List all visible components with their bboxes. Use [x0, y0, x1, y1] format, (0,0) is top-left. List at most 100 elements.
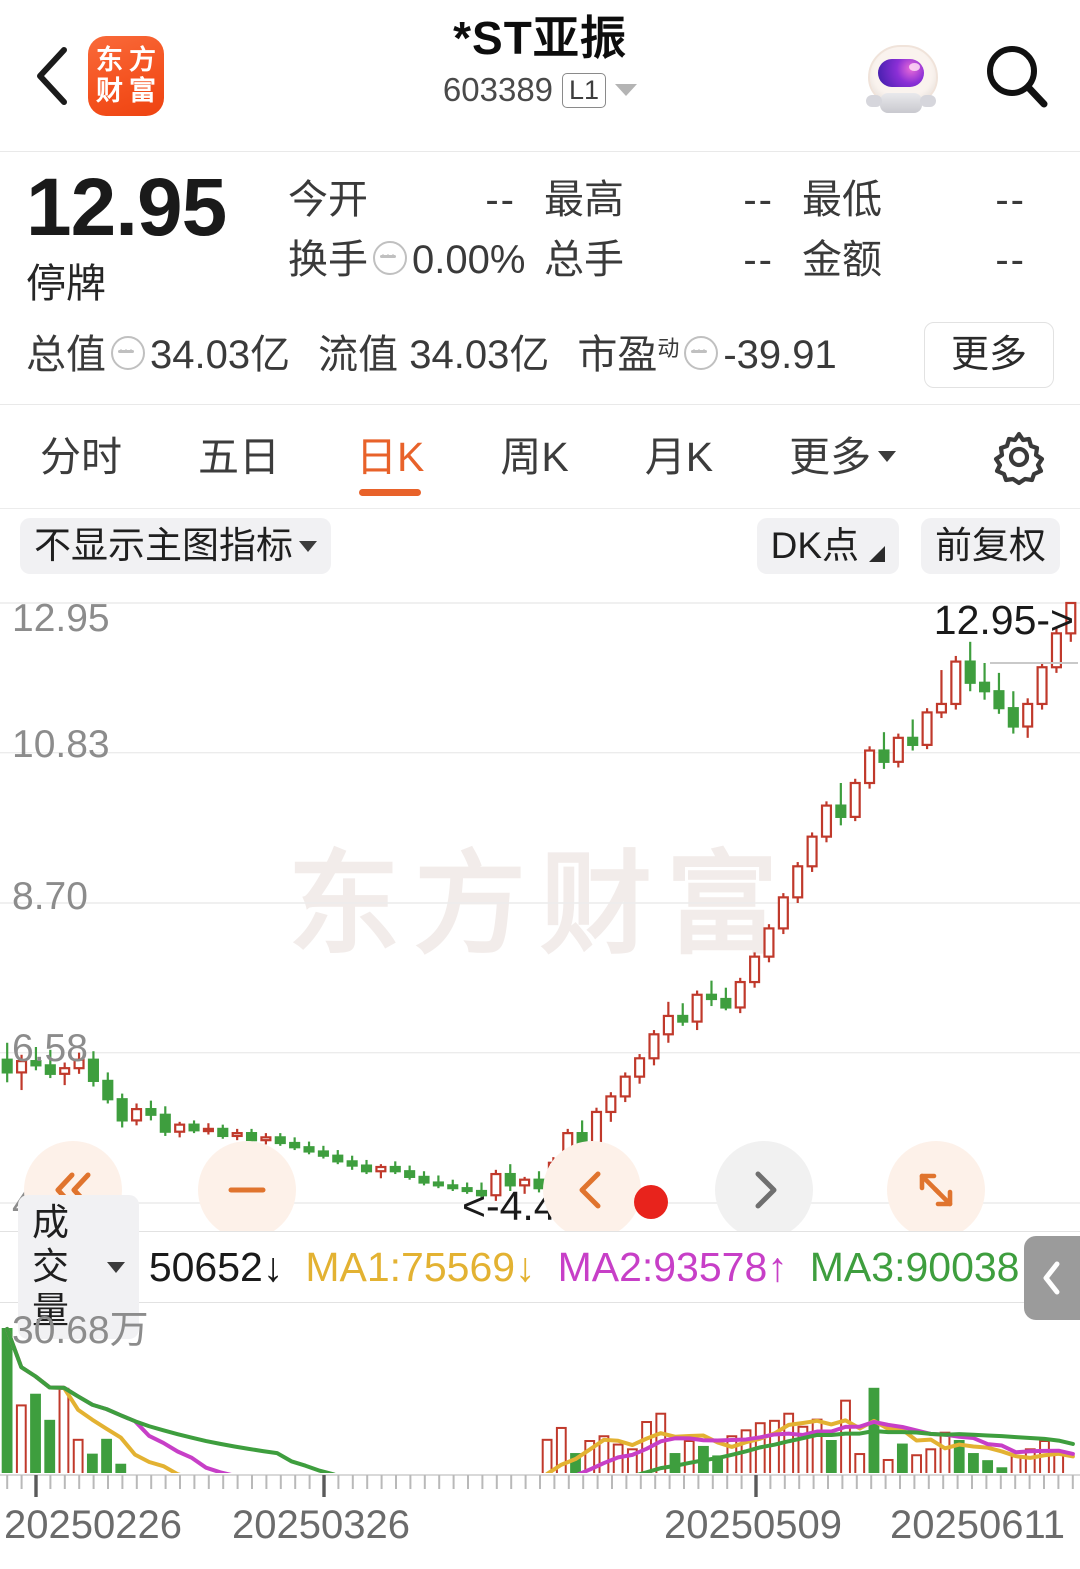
gear-icon: [993, 431, 1045, 485]
quote-field-amount: 金额 --: [802, 232, 1054, 288]
quote-field-low: 最低 --: [802, 172, 1054, 228]
y-axis-label: 6.58: [12, 1027, 88, 1070]
volume-ma3-value: MA3:90038↓: [809, 1244, 1040, 1290]
caret-down-icon: [878, 451, 897, 462]
chart-period-tabs: 分时 五日 日K 周K 月K 更多: [0, 405, 1080, 509]
volume-value: 50652↓: [148, 1244, 284, 1290]
chevron-right-icon: [755, 1171, 777, 1209]
price-adjust-label: 前复权: [935, 525, 1046, 566]
dk-point-label: DK点: [770, 525, 859, 566]
volume-legend-bar: 成交量 50652↓ MA1:75569↓ MA2:93578↑ MA3:900…: [0, 1195, 1080, 1339]
quote-value: --: [743, 238, 774, 282]
expand-arrows-icon: [919, 1173, 953, 1207]
quote-panel: 12.95 停牌 今开 -- 最高 -- 最低 --: [0, 152, 1080, 405]
side-panel-toggle[interactable]: [1024, 1236, 1080, 1320]
quote-label: 换手: [288, 238, 368, 282]
tab-label: 月K: [644, 433, 714, 480]
y-axis-label: 12.95: [12, 597, 110, 640]
quote-row-1: 今开 -- 最高 -- 最低 --: [288, 172, 1054, 228]
scroll-left-button[interactable]: [543, 1141, 641, 1231]
quote-label: 最高: [544, 178, 624, 222]
quote-label: 金额: [802, 238, 882, 282]
quote-value: 34.03亿: [150, 333, 291, 377]
quote-value: 34.03亿: [409, 333, 550, 377]
volume-indicator-selector[interactable]: 成交量: [18, 1195, 139, 1339]
chart-toolbar: 不显示主图指标 DK点 前复权: [0, 509, 1080, 583]
quote-label: 最低: [802, 178, 882, 222]
tab-label: 更多: [789, 433, 872, 480]
logo-char-1: 东: [96, 44, 123, 76]
cursor-dot-indicator: [634, 1185, 668, 1219]
main-indicator-selector[interactable]: 不显示主图指标: [20, 518, 331, 574]
quote-field-pe-ratio[interactable]: 市盈 动 -39.91: [577, 327, 836, 383]
x-axis-label: 20250509: [664, 1503, 842, 1547]
quote-field-high: 最高 --: [544, 172, 802, 228]
back-button[interactable]: [26, 36, 82, 116]
zoom-out-button[interactable]: [198, 1141, 296, 1231]
price-block: 12.95 停牌: [26, 166, 288, 312]
info-icon[interactable]: [373, 241, 407, 275]
y-axis-label: 10.83: [12, 723, 110, 766]
quote-value: --: [995, 238, 1026, 282]
main-indicator-label: 不显示主图指标: [34, 525, 293, 566]
last-price-annotation: 12.95->: [933, 597, 1074, 643]
quote-field-float-cap: 流值 34.03亿: [318, 327, 549, 383]
tab-daily-k[interactable]: 日K: [346, 405, 434, 508]
quote-row-2: 换手 0.00% 总手 -- 金额 --: [288, 232, 1054, 288]
tab-more[interactable]: 更多: [779, 405, 906, 508]
quote-value: --: [995, 178, 1026, 222]
quote-label: 市盈: [577, 333, 658, 377]
brand-logo[interactable]: 东 方 财 富: [88, 35, 164, 116]
corner-triangle-icon: [869, 546, 885, 562]
price-candlestick-chart[interactable]: 东方财富 12.95 10.83 8.70 6.58 4.45 12.95-> …: [0, 583, 1080, 1231]
chart-settings-button[interactable]: [988, 426, 1050, 488]
price-adjust-button[interactable]: 前复权: [921, 518, 1060, 574]
logo-char-3: 财: [96, 75, 123, 107]
tab-label: 分时: [40, 433, 122, 480]
dk-point-button[interactable]: DK点: [756, 518, 899, 574]
scroll-right-button[interactable]: [715, 1141, 813, 1231]
price-chart-canvas: [0, 601, 1080, 1204]
quote-fields: 今开 -- 最高 -- 最低 -- 换手: [288, 166, 1054, 288]
volume-chart[interactable]: 30.68万: [0, 1303, 1080, 1473]
info-icon[interactable]: [684, 336, 719, 370]
quote-label-sup: 动: [657, 336, 680, 361]
minus-icon: [228, 1187, 266, 1193]
quote-value: --: [743, 178, 774, 222]
chevron-left-icon: [1043, 1261, 1060, 1295]
level-badge: L1: [562, 72, 607, 108]
stock-code: 603389: [442, 71, 554, 108]
volume-chart-canvas: [1, 1327, 1075, 1473]
info-icon[interactable]: [111, 336, 145, 370]
caret-down-icon[interactable]: [615, 84, 638, 96]
trading-status: 停牌: [26, 262, 106, 306]
quote-value: 0.00%: [412, 238, 526, 282]
volume-ma2-value: MA2:93578↑: [557, 1244, 788, 1290]
quote-field-market-cap[interactable]: 总值 34.03亿: [26, 327, 290, 383]
y-axis-label: 8.70: [12, 875, 88, 918]
tab-monthly-k[interactable]: 月K: [635, 405, 723, 508]
robot-avatar-icon[interactable]: [862, 37, 940, 115]
quote-field-open: 今开 --: [288, 172, 544, 228]
tab-fenshi[interactable]: 分时: [30, 405, 132, 508]
quote-value: -39.91: [723, 333, 837, 377]
tab-label: 五日: [198, 433, 280, 480]
quote-value: --: [485, 178, 516, 222]
tab-five-day[interactable]: 五日: [188, 405, 290, 508]
quote-field-turnover-rate[interactable]: 换手 0.00%: [288, 232, 544, 288]
logo-char-2: 方: [129, 44, 156, 76]
search-button[interactable]: [980, 39, 1054, 113]
last-price: 12.95: [26, 162, 227, 253]
fullscreen-button[interactable]: [887, 1141, 985, 1231]
chart-toolbar-right: DK点 前复权: [756, 518, 1060, 574]
tab-label: 日K: [356, 433, 425, 480]
header-actions: [862, 37, 1054, 115]
chevron-left-icon: [579, 1171, 601, 1209]
quote-label: 流值: [318, 333, 399, 377]
caret-down-icon: [299, 540, 317, 552]
x-axis-label: 20250611: [890, 1503, 1065, 1547]
more-button[interactable]: 更多: [923, 322, 1054, 388]
tab-weekly-k[interactable]: 周K: [490, 405, 578, 508]
x-axis-ticks: [0, 1474, 1080, 1497]
volume-indicator-label: 成交量: [32, 1202, 69, 1331]
